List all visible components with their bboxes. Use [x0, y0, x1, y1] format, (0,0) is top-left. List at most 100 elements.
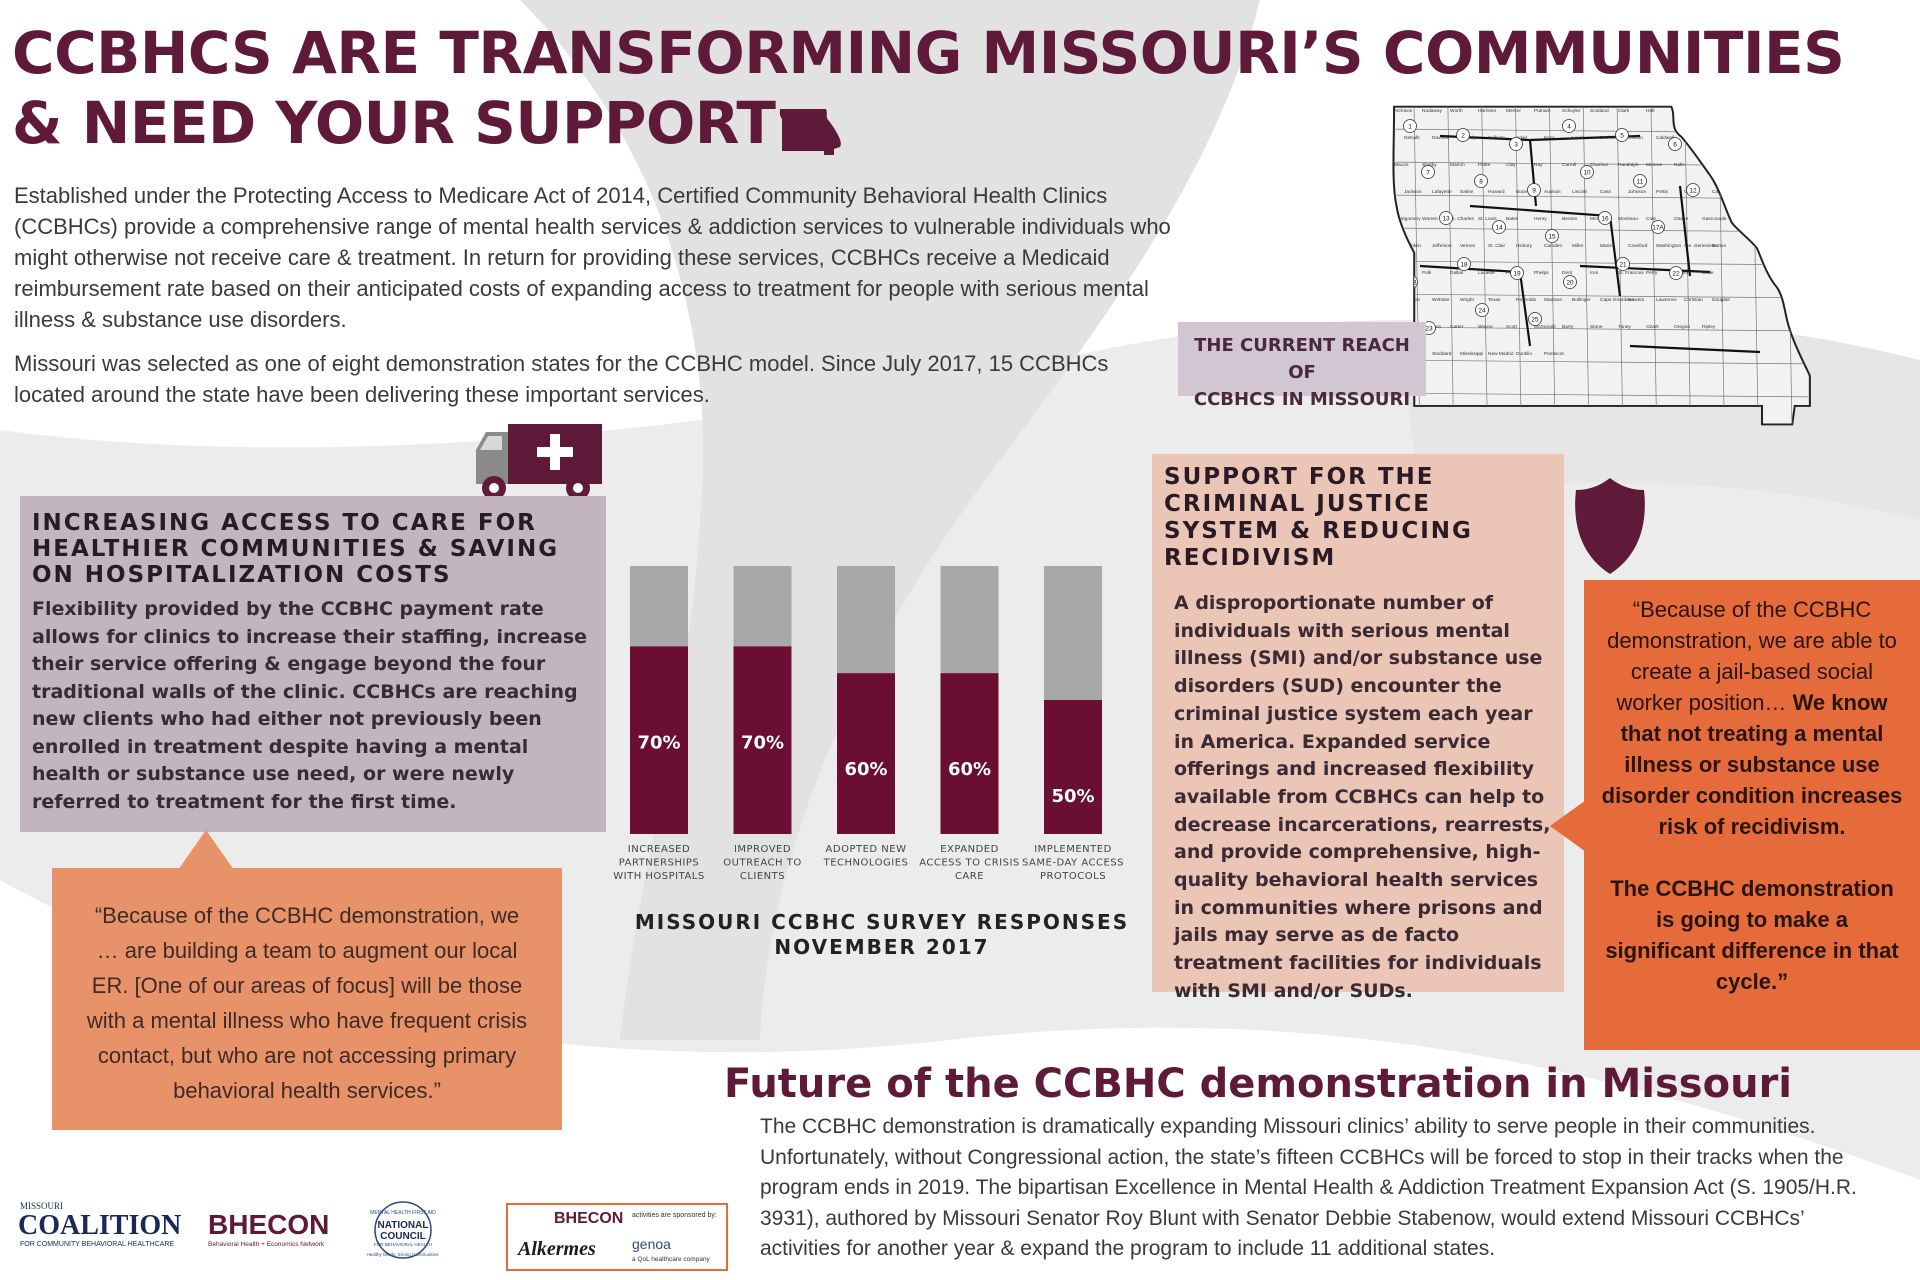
county-label: Daviess — [1432, 135, 1450, 141]
region-marker: 12 — [1686, 183, 1700, 197]
justice-heading: SUPPORT FOR THE CRIMINAL JUSTICE SYSTEM … — [1164, 464, 1473, 571]
region-marker: 17B — [1404, 275, 1418, 289]
county-label: St. Charles — [1450, 216, 1474, 222]
region-marker: 11 — [1633, 174, 1647, 188]
region-marker: 25 — [1528, 312, 1542, 326]
county-label: Washington — [1656, 243, 1681, 249]
county-label: Newton — [1628, 297, 1645, 303]
category-label: OUTREACH TO — [723, 858, 801, 869]
ambulance-icon — [476, 424, 602, 500]
access-to-care-panel: INCREASING ACCESS TO CARE FOR HEALTHIER … — [20, 496, 606, 832]
county-label: Shelby — [1422, 162, 1437, 168]
category-label: WITH HOSPITALS — [613, 871, 704, 882]
county-label: Lincoln — [1572, 189, 1588, 195]
county-label: Nodaway — [1422, 108, 1443, 114]
region-marker: 19 — [1510, 266, 1524, 280]
region-number: 5 — [1620, 132, 1624, 139]
county-label: Caldwell — [1656, 135, 1674, 141]
county-label: Phelps — [1534, 270, 1549, 276]
region-marker: 6 — [1668, 137, 1682, 151]
county-label: Oregon — [1674, 324, 1690, 330]
county-label: Andrew — [1674, 108, 1691, 114]
county-label: Callaway — [1712, 189, 1732, 195]
county-label: Reynolds — [1516, 297, 1537, 303]
national-council-logo: MENTAL HEALTH FIRST AID NATIONAL COUNCIL… — [366, 1201, 440, 1259]
category-label: PARTNERSHIPS — [619, 858, 700, 869]
county-label: Mercer — [1506, 108, 1521, 114]
access-body: Flexibility provided by the CCBHC paymen… — [32, 598, 588, 813]
region-number: 11 — [1637, 178, 1644, 185]
county-label: Chariton — [1590, 162, 1608, 168]
title-line-2: & NEED YOUR SUPPORT — [12, 89, 776, 157]
county-label: Dade — [1702, 270, 1714, 276]
category-label: ACCESS TO CRISIS — [919, 858, 1020, 869]
bar-group: 70% IMPROVED OUTREACH TO CLIENTS — [723, 566, 801, 882]
county-label: Perry — [1646, 270, 1658, 276]
chart-title-line-2: NOVEMBER 2017 — [774, 935, 990, 959]
access-heading: INCREASING ACCESS TO CARE FOR HEALTHIER … — [32, 510, 560, 588]
quote-right-conclusion: The CCBHC demonstration is going to make… — [1605, 876, 1899, 994]
county-label: Barton — [1712, 243, 1726, 249]
county-label: Stoddard — [1432, 351, 1452, 357]
alkermes-text: Alkermes — [516, 1238, 596, 1260]
county-label: Crawford — [1628, 243, 1648, 249]
region-number: 24 — [1478, 307, 1486, 314]
bar-value-label: 70% — [637, 732, 680, 753]
bar-group: 70% INCREASED PARTNERSHIPS WITH HOSPITALS — [613, 566, 704, 882]
county-label: Atchison — [1394, 108, 1413, 114]
quote-left-pointer — [178, 830, 234, 870]
county-label: Platte — [1478, 162, 1491, 168]
county-label: Dunklin — [1516, 351, 1532, 357]
bar-value-label: 60% — [844, 759, 887, 780]
genoa-text: genoa — [632, 1236, 671, 1252]
county-label: Madison — [1544, 297, 1562, 303]
county-label: Scotland — [1590, 108, 1609, 114]
county-label: Marion — [1450, 162, 1465, 168]
partner-logos: MISSOURI COALITION FOR COMMUNITY BEHAVIO… — [18, 1201, 440, 1259]
region-number: 22 — [1672, 270, 1680, 277]
county-label: Macon — [1394, 162, 1409, 168]
county-label: Schuyler — [1562, 108, 1581, 114]
region-marker: 7 — [1421, 165, 1435, 179]
region-marker: 13 — [1439, 211, 1453, 225]
county-label: Vernon — [1460, 243, 1476, 249]
quote-right-emphasis: We know that not treating a mental illne… — [1601, 690, 1903, 839]
intro-paragraph-missouri: Missouri was selected as one of eight de… — [14, 351, 1109, 407]
title-line-1: CCBHCS ARE TRANSFORMING MISSOURI’S COMMU… — [12, 19, 1845, 87]
county-label: Worth — [1450, 108, 1463, 114]
county-label: Adair — [1516, 135, 1528, 141]
county-label: Ste. Genevieve — [1684, 243, 1717, 249]
county-label: Pettis — [1656, 189, 1669, 195]
future-body: The CCBHC demonstration is dramatically … — [760, 1115, 1857, 1260]
region-number: 4 — [1567, 123, 1571, 130]
region-marker: 1 — [1403, 119, 1417, 133]
county-label: Holt — [1646, 108, 1655, 114]
county-label: Taney — [1618, 324, 1631, 330]
county-label: Ripley — [1702, 324, 1716, 330]
county-label: Dent — [1562, 270, 1573, 276]
county-label: Henry — [1534, 216, 1547, 222]
missouri-state-icon — [779, 109, 841, 155]
nc-sub-text: FOR BEHAVIORAL HEALTH — [374, 1242, 432, 1247]
region-number: 19 — [1513, 270, 1521, 277]
category-label: CARE — [955, 871, 984, 882]
category-label: CLIENTS — [740, 871, 785, 882]
category-label: PROTOCOLS — [1040, 871, 1106, 882]
quote-right-intro: “Because of the CCBHC demonstration, we … — [1607, 597, 1897, 715]
bar-group: 60% EXPANDED ACCESS TO CRISIS CARE — [919, 566, 1020, 882]
county-label: Franklin — [1404, 243, 1421, 249]
region-marker: 21 — [1616, 257, 1630, 271]
county-label: Webster — [1432, 297, 1450, 303]
region-number: 17A — [1652, 224, 1664, 231]
region-number: 2 — [1461, 132, 1465, 139]
bhecon-logo: BHECON Behavioral Health + Economics Net… — [208, 1209, 329, 1248]
sponsor-box: BHECON activities are sponsored by: Alke… — [506, 1203, 728, 1271]
region-number: 10 — [1583, 169, 1591, 176]
map-caption: THE CURRENT REACH OF CCBHCS IN MISSOURI — [1178, 322, 1426, 410]
category-label: IMPROVED — [734, 844, 791, 855]
county-label: Howard — [1488, 189, 1505, 195]
police-badge-icon — [1575, 478, 1645, 574]
region-marker: 14 — [1492, 220, 1506, 234]
county-label: Jackson — [1404, 189, 1422, 195]
region-number: 20 — [1566, 279, 1574, 286]
